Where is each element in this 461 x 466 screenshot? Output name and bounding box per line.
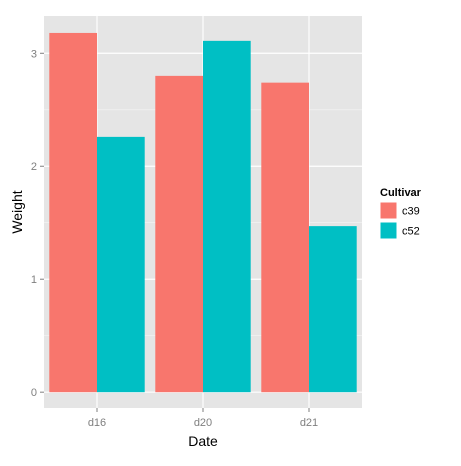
y-tick-label: 0 bbox=[31, 387, 37, 399]
legend-items: c39 c52 bbox=[379, 201, 420, 240]
x-tick-label: d20 bbox=[194, 417, 212, 429]
bar-c52-d16 bbox=[97, 136, 145, 393]
legend-key-c52 bbox=[379, 221, 398, 240]
bar-c52-d20 bbox=[203, 40, 251, 393]
x-tick-label: d21 bbox=[300, 417, 318, 429]
y-axis-label: Weight bbox=[9, 190, 25, 233]
y-tick-label: 1 bbox=[31, 274, 37, 286]
bar-c39-d20 bbox=[155, 75, 203, 393]
x-tick-label: d16 bbox=[88, 417, 106, 429]
y-tick-label: 3 bbox=[31, 48, 37, 60]
bar-c52-d21 bbox=[309, 226, 357, 393]
bar-c39-d16 bbox=[49, 32, 97, 393]
y-axis: 0 1 2 3 bbox=[31, 48, 44, 399]
legend: Cultivar c39 c52 bbox=[379, 187, 422, 240]
bars bbox=[49, 32, 357, 393]
y-tick-label: 2 bbox=[31, 161, 37, 173]
legend-label-c52: c52 bbox=[402, 226, 420, 238]
legend-title: Cultivar bbox=[380, 187, 422, 199]
x-axis-label: Date bbox=[188, 433, 218, 449]
bar-c39-d21 bbox=[261, 82, 309, 393]
legend-key-c39 bbox=[379, 201, 398, 220]
x-axis: d16 d20 d21 bbox=[88, 408, 318, 429]
legend-label-c39: c39 bbox=[402, 206, 420, 218]
